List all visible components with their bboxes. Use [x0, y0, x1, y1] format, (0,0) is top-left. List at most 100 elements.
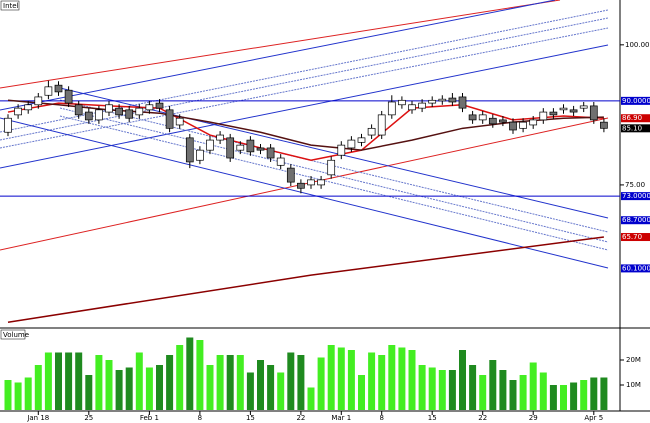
x-tick-label: 29: [529, 414, 538, 422]
x-tick-label: Feb 1: [140, 414, 159, 422]
trend-line: [0, 44, 609, 169]
volume-bar: [257, 360, 264, 410]
candle-body: [297, 182, 305, 189]
candle-body: [579, 105, 588, 109]
volume-bar: [519, 375, 527, 410]
candle-body: [398, 99, 406, 106]
volume-bar: [226, 355, 234, 410]
trend-line: [59, 115, 609, 251]
volume-bar: [196, 340, 204, 410]
candle-body: [317, 179, 325, 186]
volume-bar: [408, 350, 416, 410]
candle-body: [337, 144, 346, 156]
candle-body: [438, 98, 447, 102]
volume-bar: [580, 380, 588, 410]
volume-bar: [479, 375, 487, 410]
level-label-box: [621, 192, 650, 201]
candle-body: [145, 104, 154, 111]
candle-body: [216, 134, 224, 141]
candle-body: [276, 157, 285, 166]
volume-bar: [499, 370, 507, 410]
price-label-box: [621, 216, 650, 225]
volume-bar: [65, 352, 73, 410]
candle-body: [226, 137, 235, 159]
candle-body: [559, 107, 568, 111]
price-label-box: [621, 264, 650, 273]
volume-bar: [186, 337, 194, 410]
candle-body: [458, 96, 467, 109]
x-tick-label: 8: [379, 414, 383, 422]
volume-bar: [509, 380, 517, 410]
trend-line: [0, 0, 556, 111]
x-tick-label: 25: [84, 414, 93, 422]
candle-body: [307, 179, 315, 186]
volume-bar: [176, 345, 184, 410]
volume-bar: [34, 365, 42, 410]
candle-body: [488, 117, 497, 125]
x-tick-label: 8: [198, 414, 202, 422]
candle-body: [569, 109, 578, 113]
volume-bar: [297, 355, 305, 410]
title-box: [0, 0, 20, 11]
candle-body: [549, 111, 558, 116]
volume-bar: [307, 387, 315, 410]
price-label: 60.1000: [622, 264, 650, 272]
y2-tick-label: 10M: [626, 381, 641, 389]
candle-body: [95, 109, 103, 121]
volume-bar: [529, 362, 537, 410]
volume-title-box: [0, 329, 26, 340]
candle-body: [367, 127, 376, 136]
volume-bar: [590, 377, 598, 410]
candle-body: [155, 102, 164, 109]
volume-bar: [75, 352, 83, 410]
candle-body: [125, 109, 134, 119]
volume-bar: [267, 365, 275, 410]
volume-bar: [216, 355, 224, 410]
volume-bar: [287, 352, 295, 410]
candle-body: [377, 114, 386, 136]
volume-bar: [358, 375, 365, 410]
price-label: 68.7000: [622, 216, 650, 224]
trend-line: [0, 117, 609, 269]
volume-bar: [115, 370, 123, 410]
volume-bar: [378, 355, 386, 410]
volume-bar: [44, 352, 52, 410]
volume-bar: [388, 345, 396, 410]
x-tick-label: Apr 5: [584, 414, 603, 422]
y-tick-label: 75.00: [625, 181, 645, 189]
candle-body: [54, 84, 63, 93]
volume-bar: [398, 347, 406, 410]
volume-bar: [560, 385, 567, 410]
volume-bar: [135, 352, 143, 410]
candle-body: [357, 137, 366, 143]
volume-bar: [145, 367, 153, 410]
candle-body: [499, 119, 507, 123]
trend-line: [0, 0, 561, 89]
chart-title: Intel: [3, 2, 19, 10]
volume-bar: [85, 375, 93, 410]
volume-bar: [539, 372, 547, 410]
candle-body: [478, 114, 487, 121]
candle-body: [175, 117, 184, 126]
candle-body: [4, 117, 12, 133]
candle-body: [74, 104, 83, 116]
candle-body: [196, 149, 204, 161]
price-label-box: [621, 124, 650, 133]
x-tick-label: 22: [296, 414, 305, 422]
volume-bar: [55, 352, 62, 410]
volume-bar: [156, 365, 163, 410]
candle-body: [529, 119, 538, 126]
candle-body: [408, 104, 416, 111]
volume-bar: [337, 347, 345, 410]
candle-body: [44, 86, 53, 96]
volume-bar: [125, 367, 133, 410]
volume-bar: [105, 360, 113, 410]
trend-line: [0, 27, 609, 149]
moving-average: [7, 236, 604, 323]
candle-body: [347, 139, 356, 149]
volume-bar: [236, 355, 244, 410]
candle-body: [165, 109, 174, 129]
volume-bar: [4, 380, 12, 410]
price-label: 86.90: [622, 114, 642, 122]
candle-body: [509, 121, 517, 131]
